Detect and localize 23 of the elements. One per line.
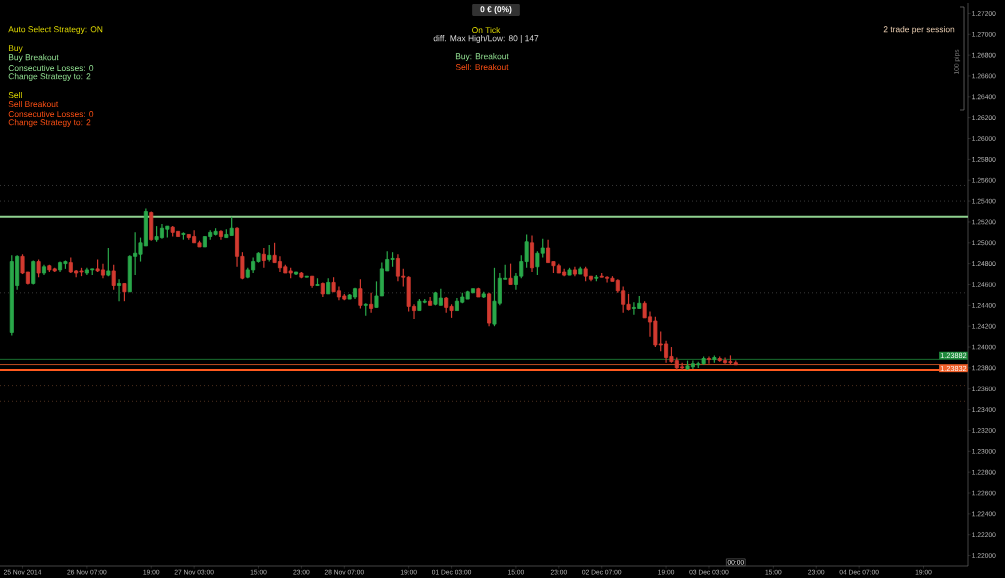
annotation: Consecutive Losses: 0 bbox=[8, 64, 94, 72]
candlestick bbox=[111, 264, 116, 291]
candlestick bbox=[358, 278, 363, 310]
annotation: 0 € (0%) bbox=[480, 6, 512, 14]
annotation: Change Strategy to: 2 bbox=[8, 119, 91, 127]
annotation: Auto Select Strategy: ON bbox=[8, 26, 103, 34]
annotation: On Tick bbox=[472, 26, 501, 34]
candlestick bbox=[261, 247, 266, 269]
annotation: Buy bbox=[8, 45, 23, 53]
annotation: Sell Breakout bbox=[8, 100, 59, 108]
annotation: Buy: Breakout bbox=[455, 53, 509, 61]
candlestick bbox=[117, 278, 122, 302]
annotation: Sell bbox=[8, 91, 22, 99]
candlestick bbox=[706, 355, 711, 365]
annotation: Sell: Breakout bbox=[455, 63, 509, 71]
candlestick bbox=[508, 263, 513, 286]
annotation: Buy Breakout bbox=[8, 54, 59, 62]
annotation: 2 trade per session bbox=[883, 26, 955, 34]
candlestick bbox=[369, 292, 374, 314]
annotation: Change Strategy to: 2 bbox=[8, 73, 91, 81]
annotation: diff. Max High/Low: 80 | 147 bbox=[433, 35, 539, 43]
annotation: Consecutive Losses: 0 bbox=[8, 110, 94, 118]
candlestick bbox=[106, 247, 111, 277]
